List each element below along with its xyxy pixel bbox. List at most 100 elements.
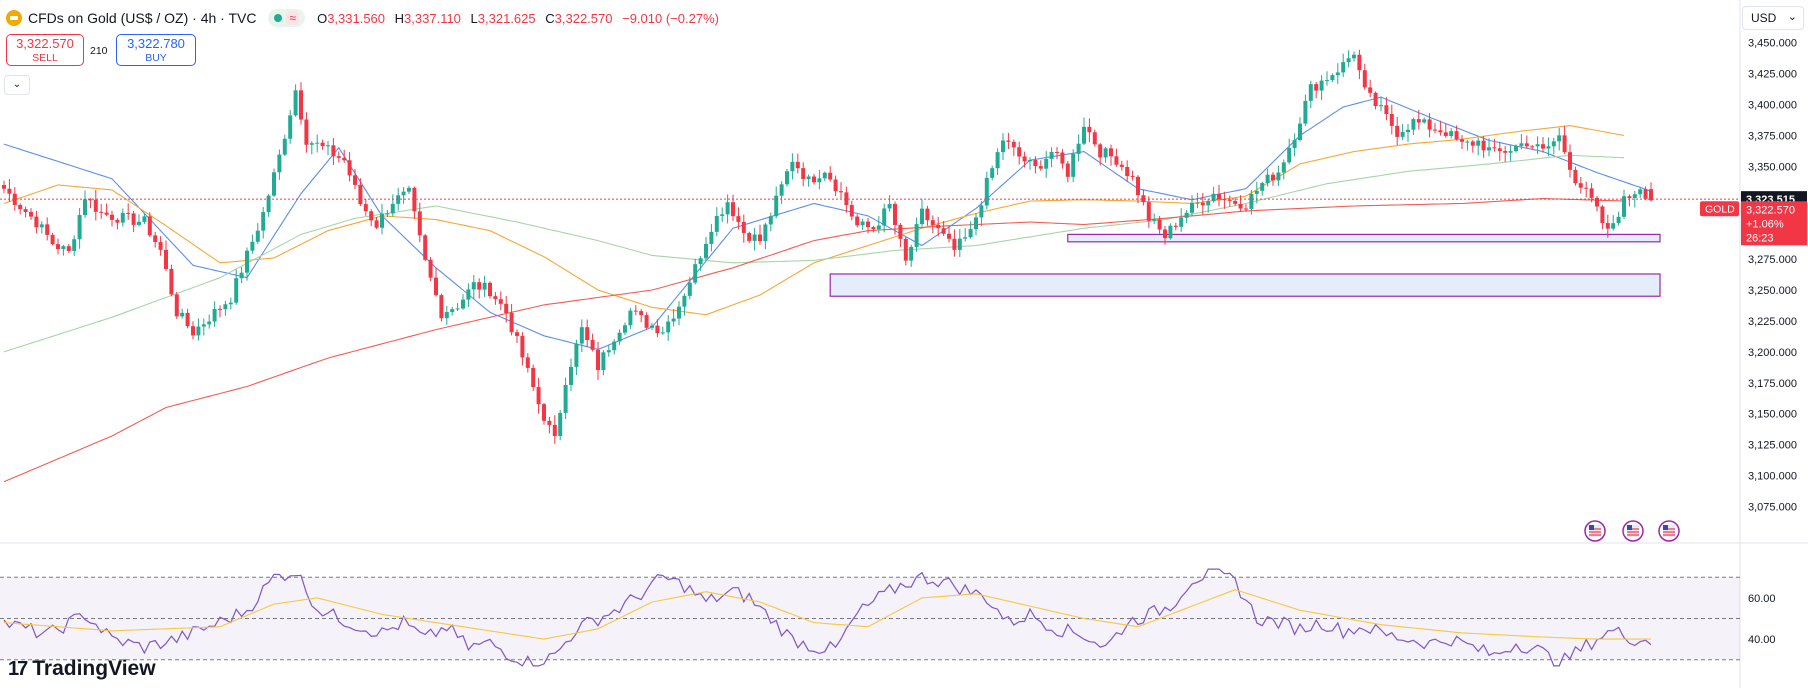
market-status-badge[interactable]: ≈ bbox=[268, 9, 306, 27]
candle-body bbox=[1562, 135, 1567, 153]
candle-body bbox=[1206, 201, 1211, 206]
candle-body bbox=[293, 90, 298, 116]
us-economic-event-icon[interactable] bbox=[1658, 520, 1680, 542]
candle-body bbox=[844, 192, 849, 206]
candle-body bbox=[1352, 54, 1356, 59]
candle-body bbox=[131, 213, 136, 225]
close-value: 3,322.570 bbox=[554, 10, 613, 26]
gold-coin-icon bbox=[6, 10, 22, 26]
buy-button[interactable]: 3,322.780 BUY bbox=[116, 34, 196, 66]
candle-body bbox=[1508, 151, 1513, 153]
candle-body bbox=[45, 224, 50, 235]
candle-body bbox=[412, 187, 417, 212]
candle-body bbox=[185, 312, 190, 327]
candle-body bbox=[1006, 140, 1011, 142]
candle-body bbox=[1319, 80, 1324, 91]
candle-body bbox=[1411, 119, 1416, 130]
candle-body bbox=[1373, 92, 1378, 107]
candle-body bbox=[677, 306, 681, 319]
candle-body bbox=[520, 335, 525, 358]
candle-body bbox=[1119, 164, 1124, 167]
symbol-tag-label: GOLD bbox=[1705, 203, 1735, 215]
price-axis-tick: 3,150.000 bbox=[1748, 409, 1797, 421]
candle-body bbox=[77, 215, 82, 240]
candle-body bbox=[1325, 80, 1329, 82]
candle-body bbox=[115, 219, 120, 223]
candle-body bbox=[952, 238, 957, 250]
candle-body bbox=[1011, 141, 1016, 148]
candle-body bbox=[1173, 225, 1178, 227]
candle-body bbox=[1578, 183, 1583, 188]
candle-body bbox=[714, 215, 719, 232]
candle-body bbox=[88, 199, 93, 201]
candle-body bbox=[482, 282, 487, 290]
candle-body bbox=[1157, 219, 1162, 230]
candle-body bbox=[1384, 105, 1389, 115]
candle-body bbox=[795, 161, 800, 169]
candle-body bbox=[1557, 135, 1562, 142]
currency-selector[interactable]: USD ⌄ bbox=[1742, 6, 1804, 30]
candle-body bbox=[1568, 152, 1572, 170]
price-axis-tick: 3,275.000 bbox=[1748, 254, 1797, 266]
candle-body bbox=[1622, 196, 1626, 217]
candle-body bbox=[126, 212, 131, 214]
candle-body bbox=[941, 228, 946, 234]
candle-body bbox=[1200, 202, 1205, 206]
tradingview-logo[interactable]: 17 TradingView bbox=[8, 657, 156, 680]
candle-body bbox=[531, 367, 536, 388]
candle-body bbox=[471, 282, 476, 290]
candle-body bbox=[1454, 131, 1459, 140]
candle-body bbox=[39, 224, 44, 228]
candle-body bbox=[655, 325, 660, 334]
candle-body bbox=[1244, 208, 1248, 210]
candle-body bbox=[1584, 187, 1589, 189]
us-economic-event-icon[interactable] bbox=[1622, 520, 1644, 542]
candle-body bbox=[72, 239, 77, 252]
candle-body bbox=[1470, 141, 1475, 146]
candle-body bbox=[34, 216, 39, 228]
candle-body bbox=[698, 258, 703, 265]
candle-body bbox=[180, 312, 185, 317]
candle-body bbox=[1190, 202, 1194, 213]
candle-body bbox=[1265, 174, 1270, 184]
candle-body bbox=[1125, 166, 1130, 177]
candle-body bbox=[239, 272, 244, 279]
candle-body bbox=[596, 349, 600, 371]
price-axis-tick: 3,225.000 bbox=[1748, 316, 1797, 328]
candle-body bbox=[374, 220, 379, 228]
candle-body bbox=[1092, 132, 1097, 145]
candle-body bbox=[164, 249, 168, 269]
candle-body bbox=[552, 424, 557, 437]
us-economic-event-icon[interactable] bbox=[1584, 520, 1606, 542]
symbol-title[interactable]: CFDs on Gold (US$ / OZ) · 4h · TVC bbox=[28, 10, 257, 26]
candle-body bbox=[779, 184, 784, 196]
candle-body bbox=[1443, 132, 1448, 136]
candle-body bbox=[444, 312, 449, 319]
candle-body bbox=[417, 211, 422, 236]
candle-body bbox=[650, 325, 654, 328]
candle-body bbox=[29, 212, 33, 217]
candle-body bbox=[687, 282, 692, 296]
candle-body bbox=[574, 343, 579, 367]
candle-body bbox=[1433, 129, 1437, 131]
candle-body bbox=[110, 214, 114, 220]
candle-body bbox=[866, 221, 870, 228]
candle-body bbox=[250, 241, 255, 251]
candle-body bbox=[1303, 100, 1308, 124]
candle-body bbox=[277, 154, 282, 173]
collapse-legend-button[interactable]: ⌄ bbox=[4, 75, 30, 95]
candle-body bbox=[1551, 141, 1556, 147]
candle-body bbox=[50, 234, 55, 245]
candle-body bbox=[876, 225, 881, 230]
sell-button[interactable]: 3,322.570 SELL bbox=[6, 34, 84, 66]
candle-body bbox=[272, 172, 276, 196]
candle-body bbox=[515, 332, 519, 336]
symbol-tag bbox=[1700, 201, 1739, 217]
candle-body bbox=[1082, 126, 1086, 144]
candle-body bbox=[1071, 153, 1076, 177]
last-price-tag bbox=[1741, 201, 1807, 246]
candle-body bbox=[336, 156, 341, 158]
candle-body bbox=[120, 212, 125, 223]
candle-body bbox=[1465, 141, 1470, 143]
